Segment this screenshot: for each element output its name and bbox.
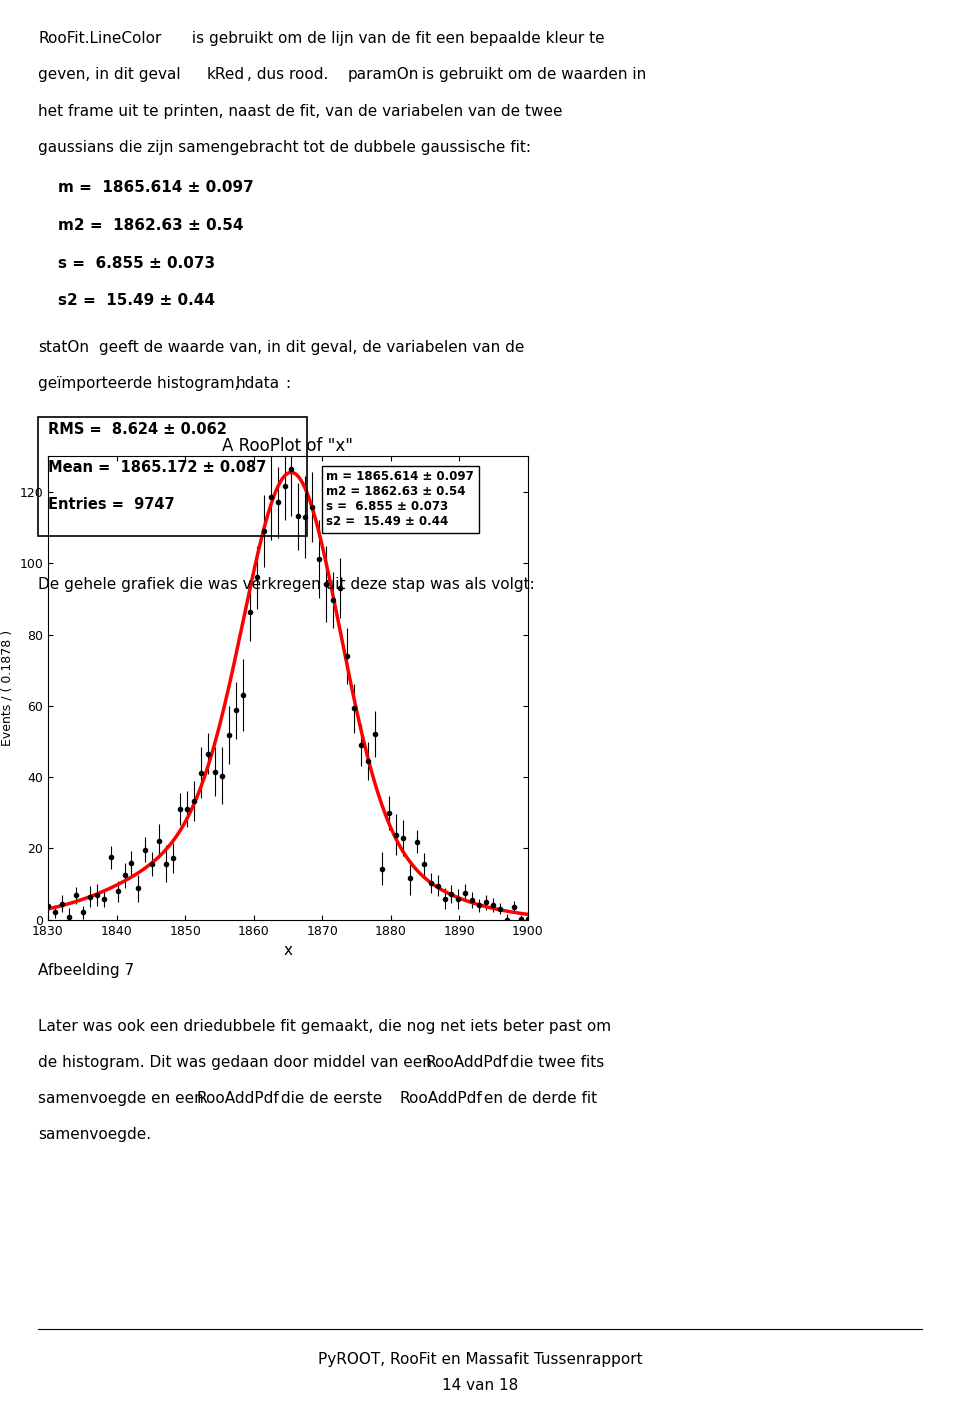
Text: is gebruikt om de waarden in: is gebruikt om de waarden in: [417, 67, 646, 83]
Text: geïmporteerde histogram,: geïmporteerde histogram,: [38, 376, 245, 392]
Text: m = 1865.614 ± 0.097
m2 = 1862.63 ± 0.54
s =  6.855 ± 0.073
s2 =  15.49 ± 0.44: m = 1865.614 ± 0.097 m2 = 1862.63 ± 0.54…: [326, 471, 474, 528]
Text: RMS =  8.624 ± 0.062: RMS = 8.624 ± 0.062: [48, 422, 227, 436]
Text: de histogram. Dit was gedaan door middel van een: de histogram. Dit was gedaan door middel…: [38, 1055, 437, 1070]
Text: en de derde fit: en de derde fit: [479, 1091, 597, 1107]
Text: geeft de waarde van, in dit geval, de variabelen van de: geeft de waarde van, in dit geval, de va…: [94, 341, 524, 355]
Text: samenvoegde en een: samenvoegde en een: [38, 1091, 209, 1107]
Text: s2 =  15.49 ± 0.44: s2 = 15.49 ± 0.44: [58, 294, 215, 308]
Text: m =  1865.614 ± 0.097: m = 1865.614 ± 0.097: [58, 180, 253, 195]
Text: Mean =  1865.172 ± 0.087: Mean = 1865.172 ± 0.087: [48, 459, 266, 475]
Text: hdata: hdata: [235, 376, 279, 392]
X-axis label: x: x: [283, 943, 293, 958]
Text: gaussians die zijn samengebracht tot de dubbele gaussische fit:: gaussians die zijn samengebracht tot de …: [38, 140, 532, 154]
Title: A RooPlot of "x": A RooPlot of "x": [223, 436, 353, 455]
Text: , dus rood.: , dus rood.: [247, 67, 333, 83]
Text: m2 =  1862.63 ± 0.54: m2 = 1862.63 ± 0.54: [58, 218, 243, 232]
Text: het frame uit te printen, naast de fit, van de variabelen van de twee: het frame uit te printen, naast de fit, …: [38, 104, 563, 118]
Text: geven, in dit geval: geven, in dit geval: [38, 67, 186, 83]
Text: 14 van 18: 14 van 18: [442, 1378, 518, 1393]
Text: kRed: kRed: [206, 67, 245, 83]
Text: RooAddPdf: RooAddPdf: [197, 1091, 279, 1107]
Text: Afbeelding 7: Afbeelding 7: [38, 963, 134, 978]
Text: PyROOT, RooFit en Massafit Tussenrapport: PyROOT, RooFit en Massafit Tussenrapport: [318, 1352, 642, 1368]
Text: Entries =  9747: Entries = 9747: [48, 498, 175, 512]
Text: RooFit.LineColor: RooFit.LineColor: [38, 31, 162, 47]
Text: samenvoegde.: samenvoegde.: [38, 1127, 152, 1142]
Text: die de eerste: die de eerste: [276, 1091, 388, 1107]
Text: RooAddPdf: RooAddPdf: [399, 1091, 482, 1107]
Text: RooAddPdf: RooAddPdf: [425, 1055, 508, 1070]
Text: De gehele grafiek die was verkregen uit deze stap was als volgt:: De gehele grafiek die was verkregen uit …: [38, 578, 535, 592]
Text: Later was ook een driedubbele fit gemaakt, die nog net iets beter past om: Later was ook een driedubbele fit gemaak…: [38, 1020, 612, 1034]
Text: :: :: [285, 376, 290, 392]
Text: is gebruikt om de lijn van de fit een bepaalde kleur te: is gebruikt om de lijn van de fit een be…: [187, 31, 605, 47]
Y-axis label: Events / ( 0.1878 ): Events / ( 0.1878 ): [1, 630, 13, 746]
Text: die twee fits: die twee fits: [505, 1055, 604, 1070]
Text: s =  6.855 ± 0.073: s = 6.855 ± 0.073: [58, 255, 215, 271]
Text: statOn: statOn: [38, 341, 89, 355]
Text: paramOn: paramOn: [348, 67, 419, 83]
